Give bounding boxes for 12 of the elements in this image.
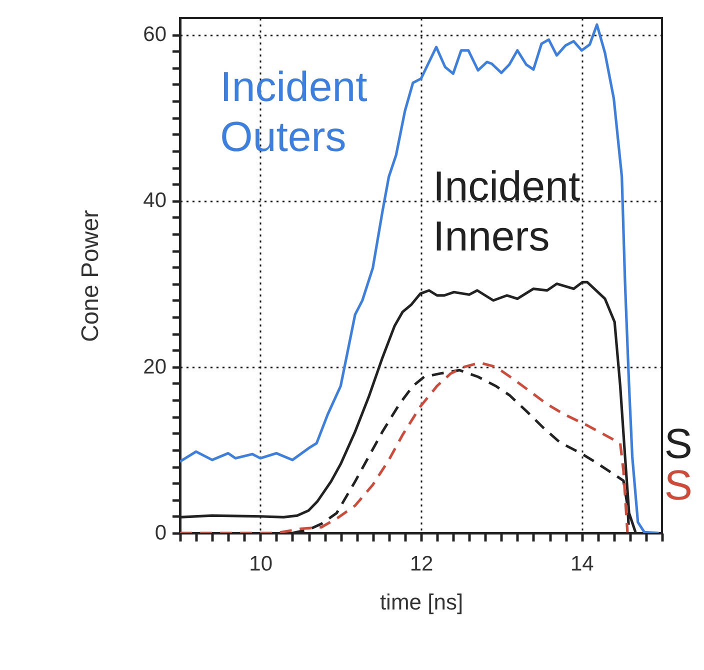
x-tick-label: 14 (570, 552, 594, 576)
y-axis-title: Cone Power (77, 210, 104, 342)
x-tick-label: 12 (410, 552, 434, 576)
y-tick-label: 0 (154, 522, 166, 544)
y-tick-label: 20 (143, 355, 166, 378)
x-tick-label: 10 (249, 552, 273, 576)
line-series (180, 361, 629, 533)
x-axis-title: time [ns] (380, 590, 464, 614)
y-tick-label: 60 (143, 23, 166, 46)
series-label: Incident Outers (220, 62, 368, 160)
series-label: Incident Inners (433, 162, 580, 260)
y-tick-label: 40 (143, 189, 166, 212)
